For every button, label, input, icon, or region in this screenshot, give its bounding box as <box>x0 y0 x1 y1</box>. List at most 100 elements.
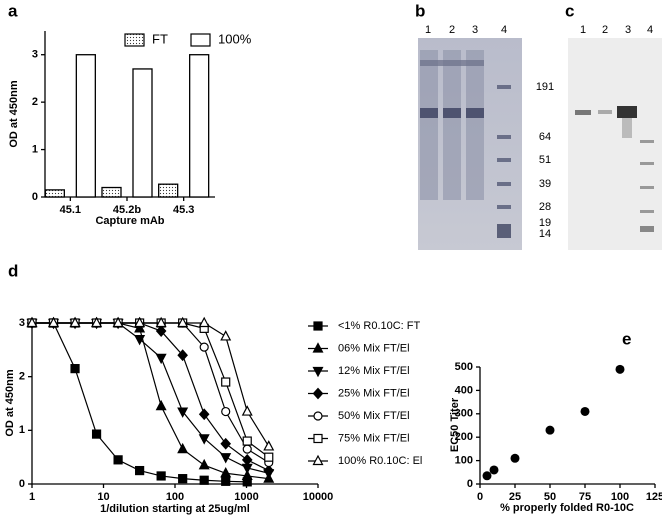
marker <box>26 316 38 328</box>
legend-marker <box>312 387 324 400</box>
y-tick-label: 2 <box>19 371 25 383</box>
legend-marker <box>312 366 324 378</box>
bar <box>189 54 210 198</box>
marker-size: 51 <box>539 154 551 166</box>
series-line <box>32 322 270 458</box>
gel-c <box>568 38 662 250</box>
series-line <box>32 322 269 480</box>
legend-label: 06% Mix FT/El <box>338 342 410 354</box>
marker <box>242 444 252 454</box>
lane-label: 4 <box>501 24 507 36</box>
y-tick-label: 300 <box>455 408 473 420</box>
series-line <box>32 322 270 464</box>
legend-label: FT <box>152 31 168 46</box>
panel-label: b <box>415 1 425 20</box>
panel-label: e <box>622 329 631 348</box>
legend-label: 100% <box>218 31 252 46</box>
y-tick-label: 500 <box>455 361 473 373</box>
marker <box>177 316 189 328</box>
point <box>482 471 492 481</box>
series-line <box>32 322 270 472</box>
x-tick-label: 10 <box>97 491 109 503</box>
series-line <box>32 322 269 474</box>
point <box>489 465 499 475</box>
bar <box>158 183 179 198</box>
y-axis-label: EC50 Titer <box>449 397 461 452</box>
marker <box>112 316 124 328</box>
x-axis-label: % properly folded R0-10C <box>500 502 634 514</box>
x-tick-label: 100 <box>166 491 184 503</box>
x-tick-label: 50 <box>544 491 556 503</box>
marker <box>134 316 146 328</box>
y-tick-label: 0 <box>467 478 473 490</box>
marker <box>241 469 253 481</box>
marker <box>155 325 167 337</box>
legend-marker <box>313 433 323 444</box>
marker-size: 19 <box>539 217 551 229</box>
marker <box>177 349 188 362</box>
marker <box>177 442 189 454</box>
x-tick-label: 45.1 <box>60 204 81 216</box>
marker <box>113 455 123 465</box>
gel-b <box>418 38 522 250</box>
marker <box>177 407 189 418</box>
bar <box>44 189 65 198</box>
legend-marker <box>313 411 323 421</box>
panel-label: a <box>8 1 18 20</box>
x-tick-label: 100 <box>611 491 629 503</box>
point <box>510 453 520 463</box>
x-tick-label: 0 <box>477 491 483 503</box>
marker <box>264 452 274 462</box>
y-tick-label: 200 <box>455 431 473 443</box>
lane-label: 3 <box>625 24 631 36</box>
panel-label: d <box>8 261 18 280</box>
bar <box>101 186 122 198</box>
lane-label: 2 <box>602 24 608 36</box>
marker-size: 191 <box>536 81 554 93</box>
marker <box>263 440 275 451</box>
y-tick-label: 1 <box>19 424 25 436</box>
marker <box>198 316 210 328</box>
y-tick-label: 0 <box>32 191 38 203</box>
marker-size: 14 <box>539 228 551 240</box>
marker <box>198 408 210 421</box>
marker <box>241 453 253 466</box>
marker <box>134 335 146 346</box>
legend-swatch <box>124 33 145 47</box>
x-tick-label: 1 <box>29 491 35 503</box>
point <box>545 425 555 435</box>
marker <box>199 475 209 485</box>
marker <box>48 316 60 328</box>
marker <box>220 466 232 478</box>
marker <box>155 316 167 328</box>
legend-label: 100% R0.10C: El <box>338 455 422 467</box>
y-tick-label: 400 <box>455 384 473 396</box>
marker <box>241 405 253 416</box>
x-tick-label: 75 <box>579 491 591 503</box>
marker <box>156 471 166 481</box>
legend-label: <1% R0.10C: FT <box>338 320 421 332</box>
lane-label: 4 <box>647 24 653 36</box>
marker <box>221 406 231 417</box>
legend-marker <box>313 321 323 331</box>
marker <box>91 316 103 328</box>
y-tick-label: 3 <box>32 49 38 61</box>
y-tick-label: 1 <box>32 143 38 155</box>
lane-label: 1 <box>580 24 586 36</box>
legend-label: 12% Mix FT/El <box>338 365 410 377</box>
y-axis-label: OD at 450nm <box>8 80 20 147</box>
marker <box>155 353 167 365</box>
marker <box>178 474 188 484</box>
legend-marker <box>312 342 324 353</box>
y-tick-label: 0 <box>19 478 25 490</box>
legend-label: 25% Mix FT/El <box>338 387 410 399</box>
marker <box>69 316 81 328</box>
point <box>615 364 625 374</box>
marker <box>70 364 80 374</box>
lane-label: 2 <box>449 24 455 36</box>
panel-label: c <box>565 1 574 20</box>
x-tick-label: 45.2b <box>113 204 141 216</box>
x-axis-label: 1/dilution starting at 25ug/ml <box>100 503 250 515</box>
marker <box>242 436 252 446</box>
